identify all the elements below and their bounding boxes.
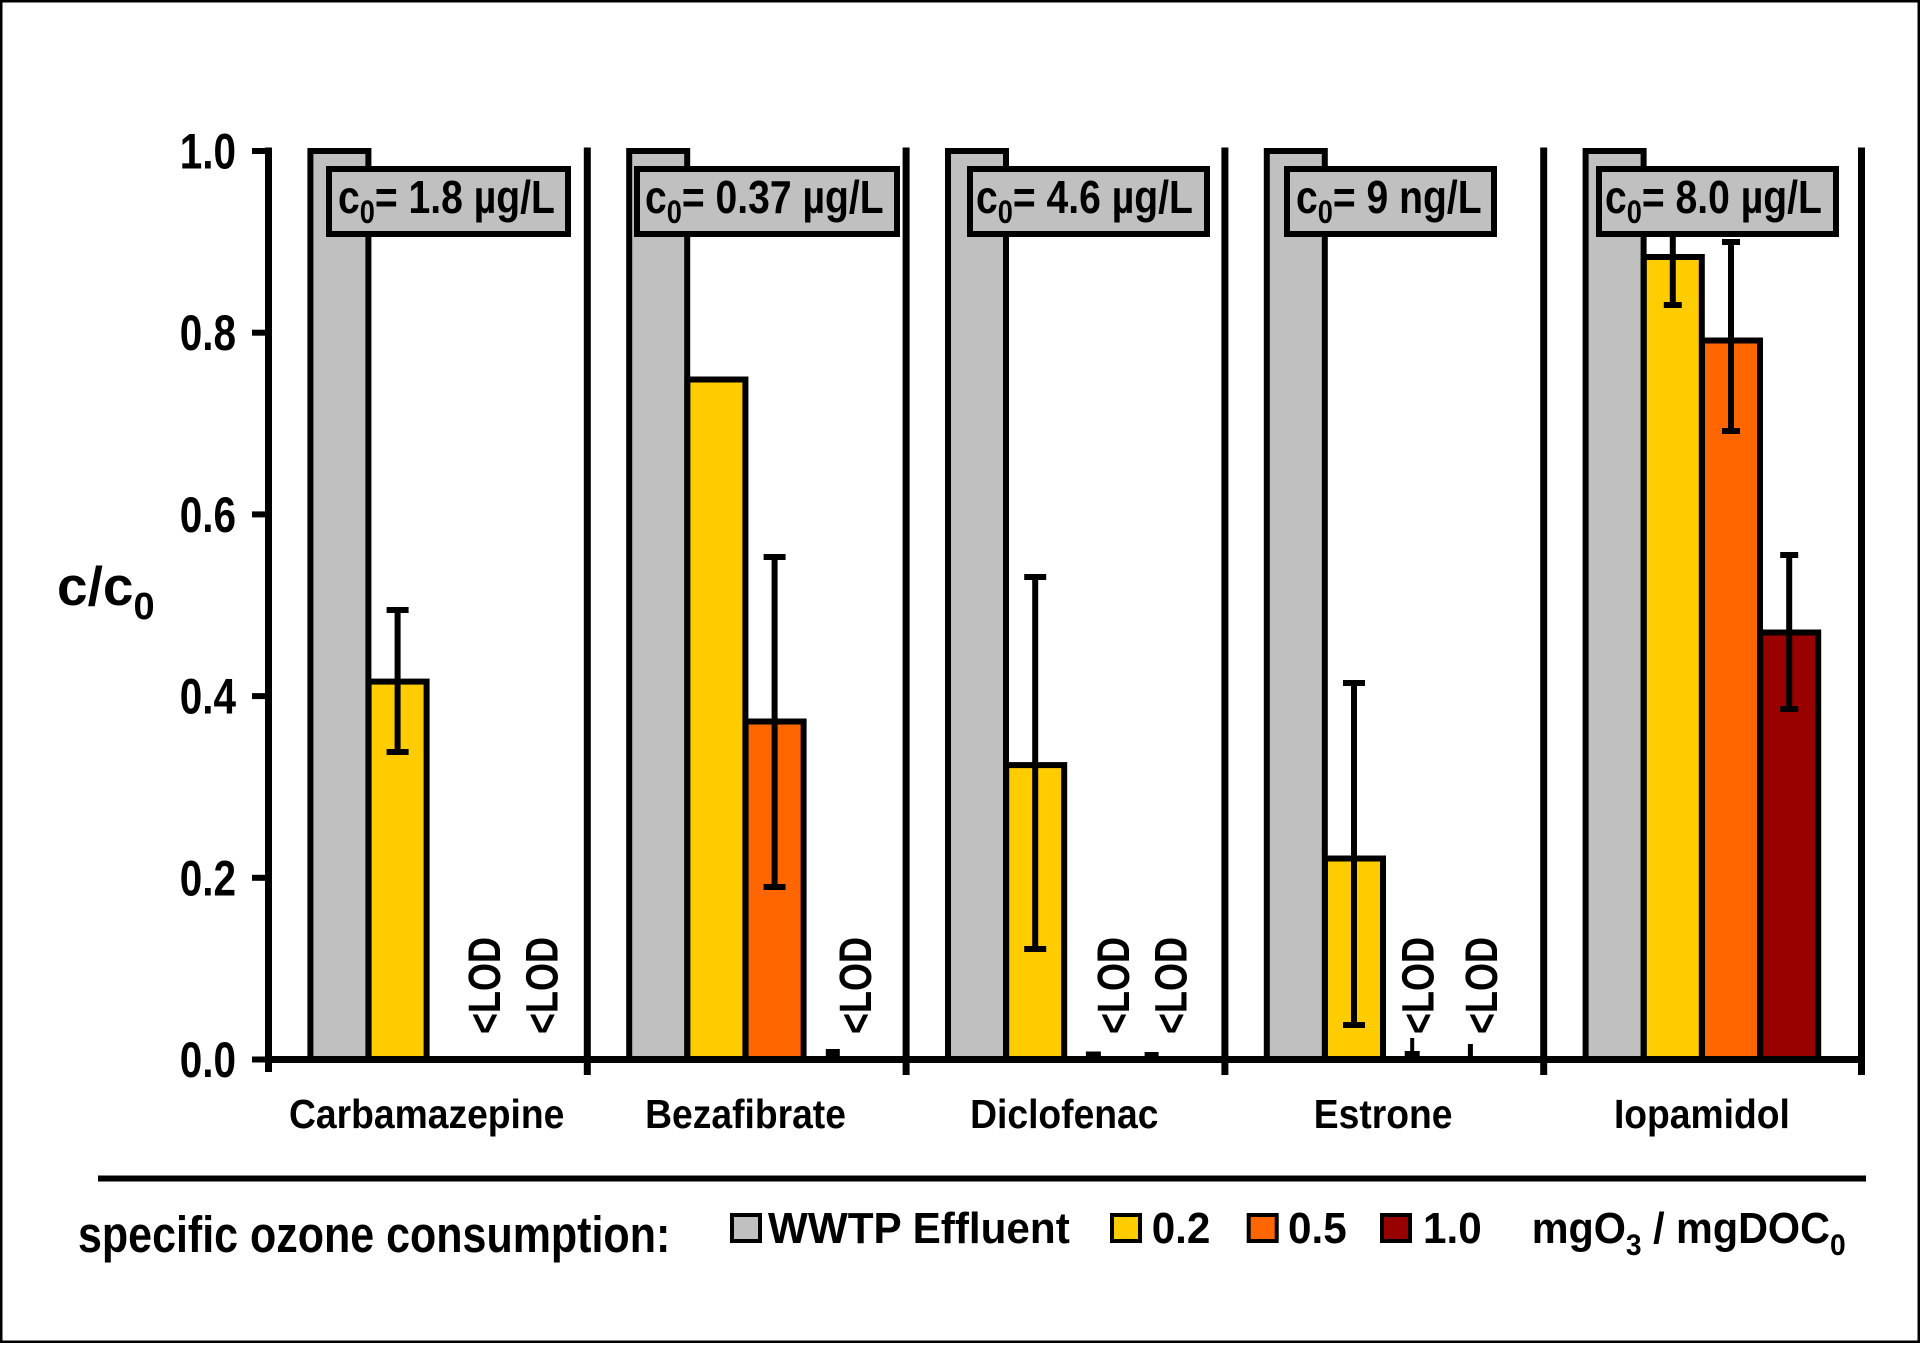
svg-text:<LOD: <LOD bbox=[459, 937, 510, 1034]
svg-text:0.2: 0.2 bbox=[1152, 1204, 1211, 1253]
svg-text:<LOD: <LOD bbox=[517, 937, 568, 1034]
svg-text:0.5: 0.5 bbox=[1288, 1204, 1347, 1253]
svg-text:Diclofenac: Diclofenac bbox=[970, 1093, 1158, 1138]
svg-text:<LOD: <LOD bbox=[830, 937, 881, 1034]
svg-text:c0= 9 ng/L: c0= 9 ng/L bbox=[1296, 172, 1482, 230]
svg-text:mgO3 / mgDOC0: mgO3 / mgDOC0 bbox=[1532, 1204, 1846, 1262]
svg-text:1.0: 1.0 bbox=[180, 123, 236, 179]
svg-text:<LOD: <LOD bbox=[1088, 937, 1139, 1034]
svg-text:c0= 4.6 µg/L: c0= 4.6 µg/L bbox=[976, 172, 1193, 230]
svg-text:specific ozone consumption:: specific ozone consumption: bbox=[78, 1206, 670, 1263]
svg-text:0.8: 0.8 bbox=[180, 305, 236, 361]
svg-text:Iopamidol: Iopamidol bbox=[1614, 1093, 1790, 1138]
svg-text:<LOD: <LOD bbox=[1393, 937, 1444, 1034]
svg-text:Carbamazepine: Carbamazepine bbox=[289, 1093, 564, 1138]
svg-text:0.2: 0.2 bbox=[180, 850, 236, 906]
svg-text:0.0: 0.0 bbox=[180, 1032, 236, 1088]
svg-text:WWTP Effluent: WWTP Effluent bbox=[768, 1204, 1070, 1253]
svg-text:0.6: 0.6 bbox=[180, 487, 236, 543]
svg-text:c0= 0.37 µg/L: c0= 0.37 µg/L bbox=[645, 172, 884, 230]
svg-text:<LOD: <LOD bbox=[1456, 937, 1507, 1034]
svg-text:Estrone: Estrone bbox=[1314, 1093, 1453, 1138]
svg-text:Bezafibrate: Bezafibrate bbox=[645, 1093, 846, 1138]
svg-text:0.4: 0.4 bbox=[180, 669, 237, 725]
svg-text:1.0: 1.0 bbox=[1423, 1204, 1482, 1253]
svg-text:<LOD: <LOD bbox=[1146, 937, 1197, 1034]
svg-text:c0= 1.8 µg/L: c0= 1.8 µg/L bbox=[338, 172, 555, 230]
svg-text:c0= 8.0 µg/L: c0= 8.0 µg/L bbox=[1605, 172, 1822, 230]
